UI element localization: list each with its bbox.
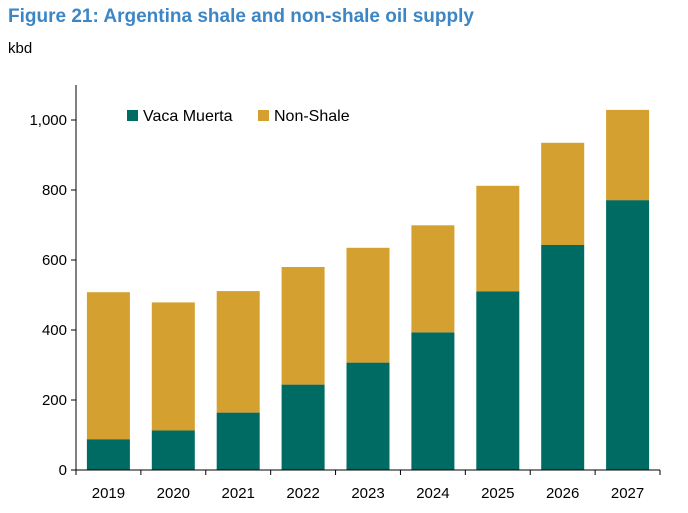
bar-non-shale-2019 [86,292,130,440]
bar-non-shale-2022 [281,267,325,385]
legend-label-vaca-muerta: Vaca Muerta [143,108,233,125]
bar-vaca-muerta-2019 [86,439,130,470]
y-tick-label-400: 400 [42,322,67,339]
bar-non-shale-2027 [606,109,650,201]
bar-vaca-muerta-2020 [151,430,195,470]
y-tick-label-800: 800 [42,182,67,199]
bar-vaca-muerta-2026 [541,244,585,470]
axes-group: 0 200 400 600 800 1,000 2019 2020 2021 2022 2023 20… [29,85,661,502]
x-tick-label-2020: 2020 [157,485,190,502]
x-tick-label-2025: 2025 [481,485,514,502]
bar-non-shale-2026 [541,142,585,245]
x-tick-label-2027: 2027 [611,485,644,502]
x-tick-label-2024: 2024 [416,485,449,502]
bar-non-shale-2023 [346,247,390,363]
y-tick-label-600: 600 [42,252,67,269]
bar-vaca-muerta-2021 [216,412,260,470]
y-tick-label-200: 200 [42,392,67,409]
bar-non-shale-2020 [151,302,195,431]
y-axis-unit-label: kbd [8,40,33,57]
x-tick-label-2022: 2022 [286,485,319,502]
y-tick-label-1000: 1,000 [29,112,67,129]
bar-vaca-muerta-2022 [281,384,325,470]
legend-group: Vaca Muerta Non-Shale [127,108,350,125]
bar-vaca-muerta-2027 [606,200,650,470]
x-tick-label-2023: 2023 [351,485,384,502]
bar-vaca-muerta-2025 [476,291,520,470]
legend-label-non-shale: Non-Shale [274,108,350,125]
bar-non-shale-2021 [216,291,260,413]
y-tick-label-0: 0 [59,462,67,479]
bar-vaca-muerta-2023 [346,362,390,470]
legend-swatch-non-shale [258,110,269,121]
x-tick-label-2026: 2026 [546,485,579,502]
chart-title: Figure 21: Argentina shale and non-shale… [8,6,474,27]
bar-non-shale-2024 [411,225,455,333]
x-tick-label-2021: 2021 [222,485,255,502]
bars-group [86,109,650,470]
x-tick-label-2019: 2019 [92,485,125,502]
bar-vaca-muerta-2024 [411,332,455,470]
bar-non-shale-2025 [476,185,520,292]
legend-swatch-vaca-muerta [127,110,138,121]
